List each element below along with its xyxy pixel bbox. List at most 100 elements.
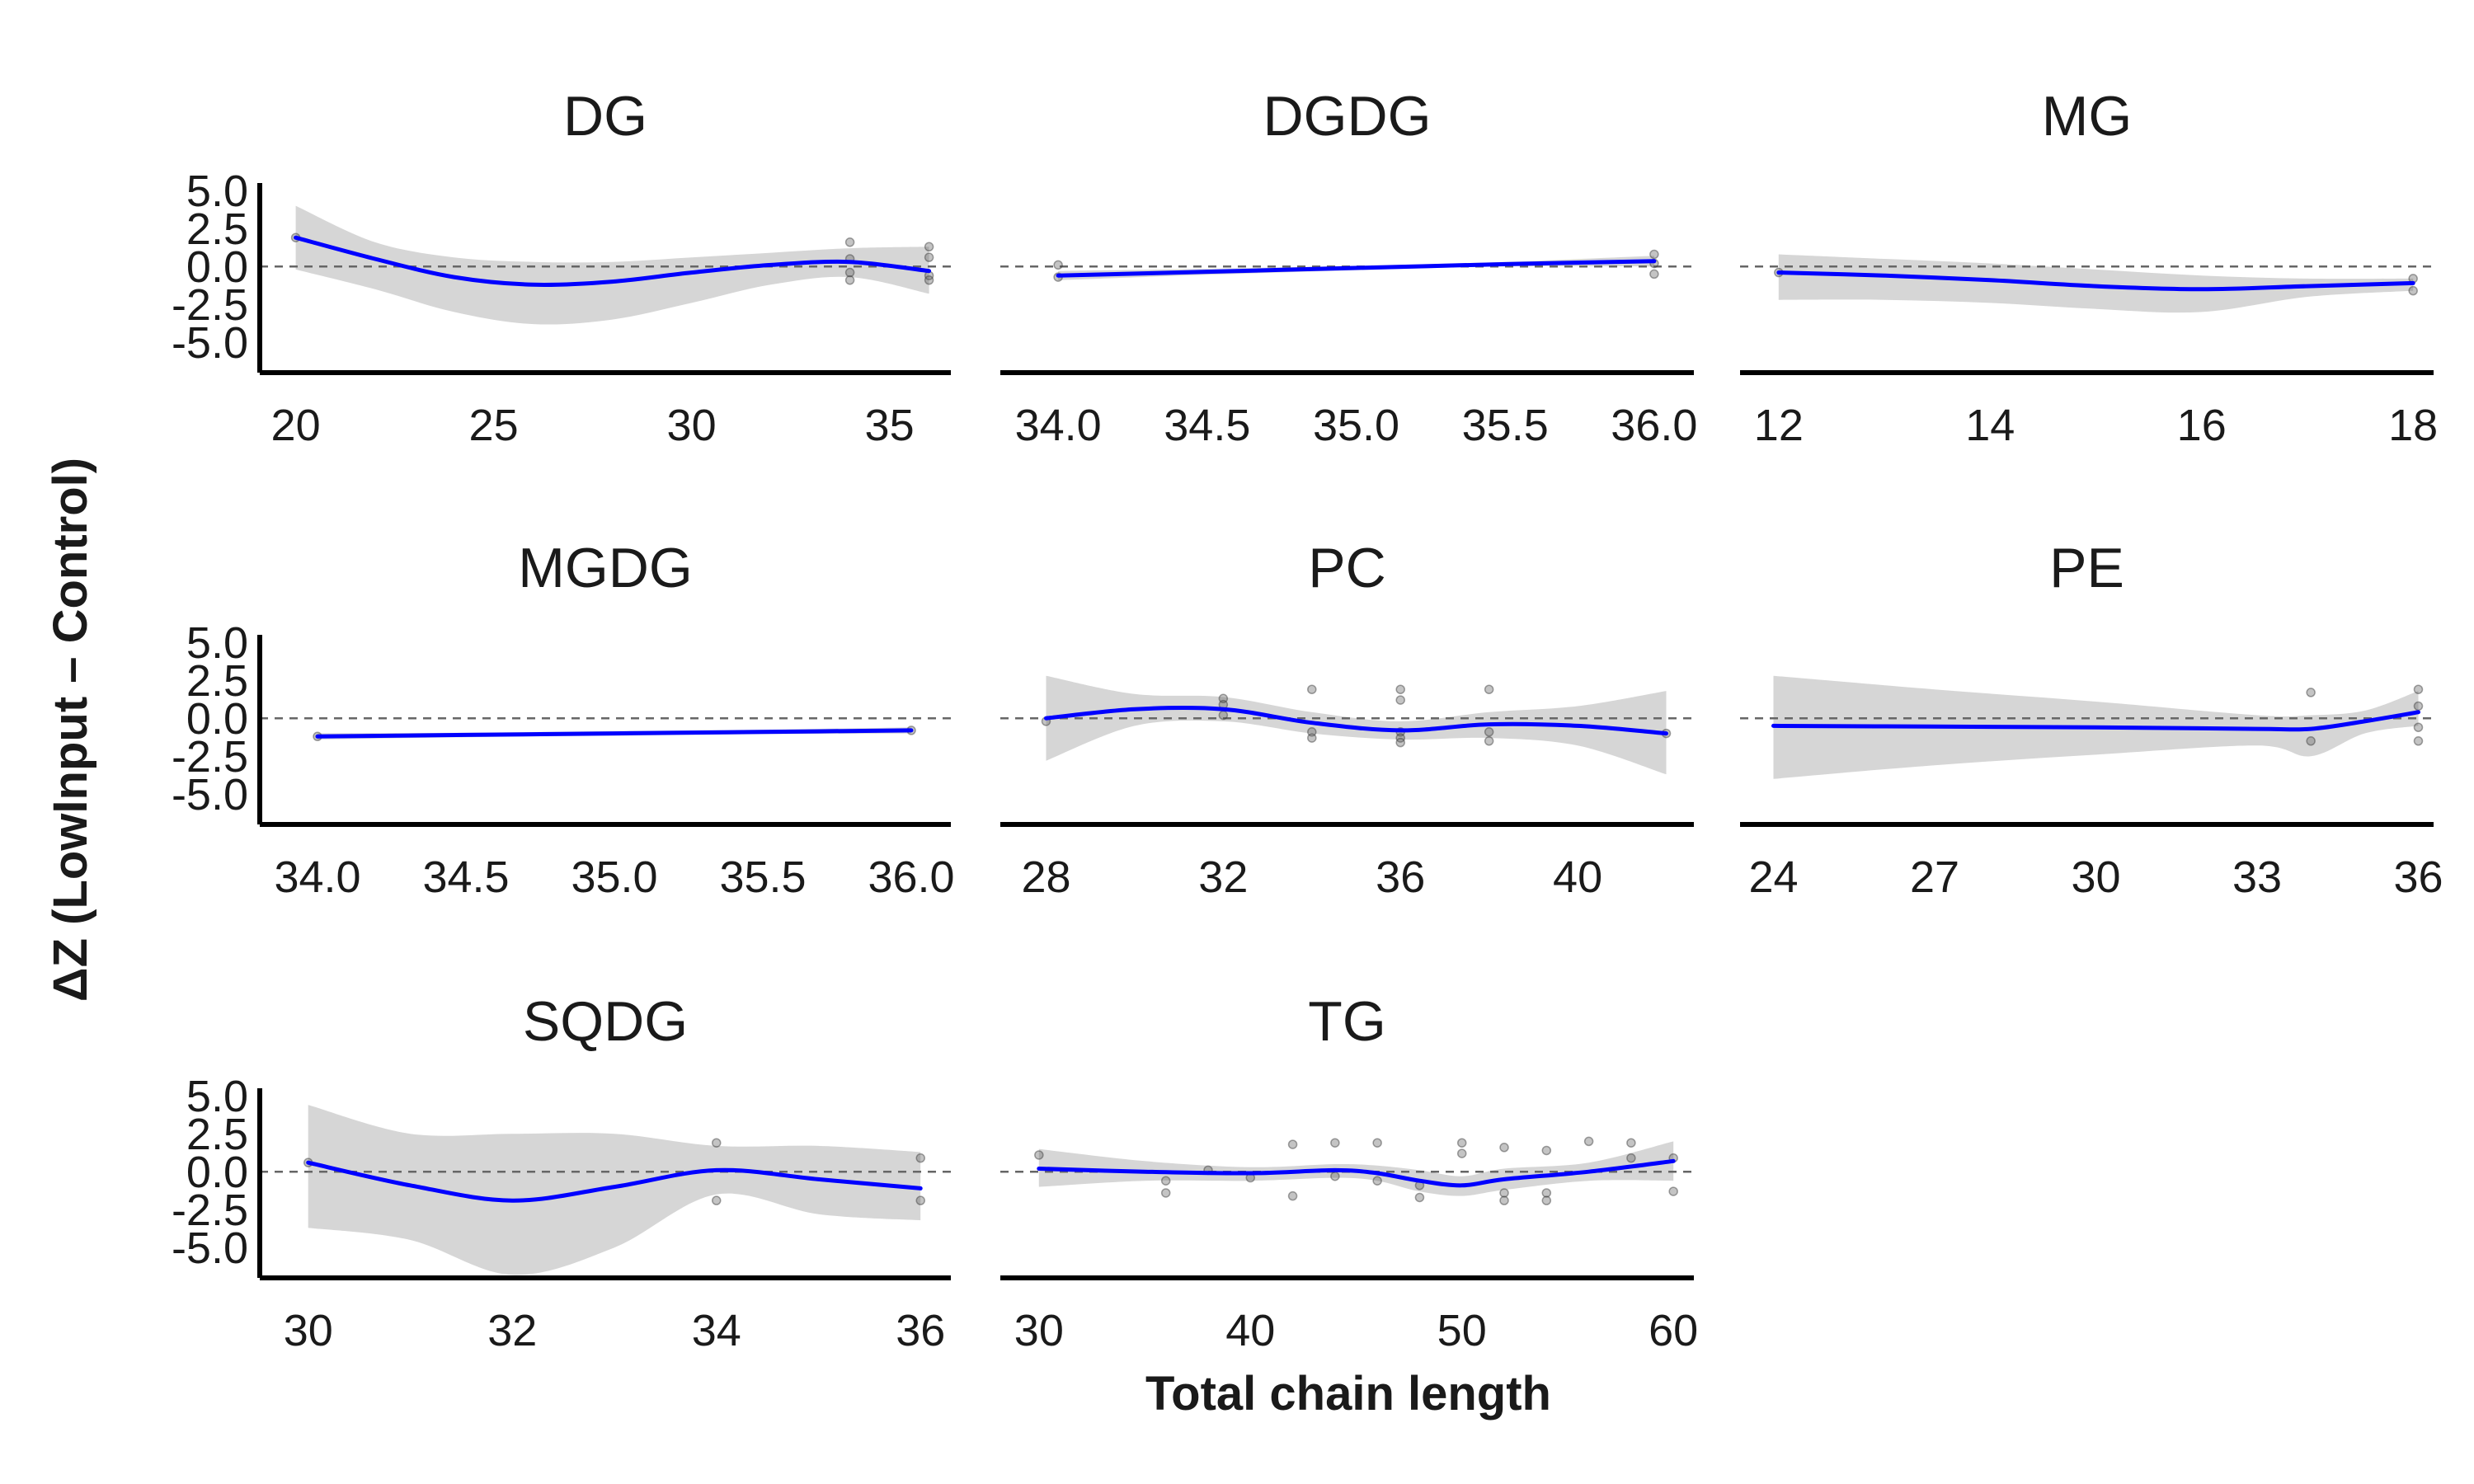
data-point — [924, 275, 934, 285]
data-point — [1372, 1138, 1382, 1148]
data-point — [1034, 1150, 1044, 1160]
x-tick-label: 30 — [284, 1306, 333, 1355]
data-point — [1218, 693, 1229, 704]
x-tick-label: 36 — [1376, 852, 1425, 902]
panel-title: MGDG — [518, 537, 693, 599]
y-tick-label: 5.0 — [186, 618, 248, 668]
data-point — [1414, 1192, 1425, 1203]
data-point — [915, 1195, 925, 1205]
smooth-line — [294, 235, 932, 288]
data-point — [1484, 684, 1494, 694]
data-point — [2306, 688, 2316, 697]
data-point — [2413, 701, 2424, 711]
panel-dgdg: DGDG 34.0 34.5 35.0 35.5 36.0 — [1000, 85, 1697, 450]
panel-title: DG — [563, 85, 647, 148]
x-tick-label: 20 — [271, 401, 321, 450]
data-point — [1395, 684, 1405, 694]
x-tick-label: 12 — [1754, 401, 1804, 450]
data-point — [1307, 727, 1317, 737]
data-point — [1307, 684, 1317, 694]
y-tick-label: 2.5 — [186, 1110, 248, 1159]
panel-mg: MG 12 14 16 18 — [1740, 85, 2438, 450]
y-tick-label: 0.0 — [186, 1148, 248, 1197]
y-tick-label: -5.0 — [172, 1223, 248, 1273]
x-tick-label: 35.5 — [1462, 401, 1549, 450]
smooth-line — [1776, 270, 2415, 292]
data-point — [2306, 736, 2316, 746]
x-tick-label: 27 — [1910, 852, 1959, 902]
y-tick-label: -5.0 — [172, 318, 248, 368]
x-tick-label: 28 — [1021, 852, 1070, 902]
x-tick-label: 50 — [1437, 1306, 1487, 1355]
x-tick-label: 16 — [2177, 401, 2227, 450]
confidence-band — [308, 1105, 921, 1275]
data-point — [1541, 1188, 1552, 1198]
y-tick-label: 0.0 — [186, 242, 248, 292]
data-point — [2413, 684, 2424, 694]
confidence-band — [295, 205, 929, 325]
y-tick-label: -2.5 — [172, 732, 248, 782]
data-point — [1395, 733, 1405, 743]
data-point — [1395, 737, 1405, 748]
x-tick-label: 36 — [896, 1306, 945, 1355]
x-axis-label: Total chain length — [1145, 1367, 1551, 1421]
x-tick-label: 14 — [1965, 401, 2015, 450]
data-point — [1160, 1188, 1171, 1198]
y-tick-label: 0.0 — [186, 694, 248, 744]
panel-sqdg: SQDG 5.02.50.0-2.5-5.0 30 32 34 36 — [172, 990, 951, 1355]
y-tick-label: 5.0 — [186, 167, 248, 216]
data-point — [1456, 1138, 1467, 1148]
data-point — [1541, 1145, 1552, 1156]
panel-title: TG — [1308, 990, 1385, 1053]
x-tick-label: 34 — [692, 1306, 741, 1355]
data-point — [924, 242, 934, 252]
data-point — [2413, 722, 2424, 732]
data-point — [1456, 1148, 1467, 1158]
panel-title: PC — [1308, 537, 1385, 599]
x-tick-label: 30 — [2071, 852, 2120, 902]
smooth-line — [1044, 705, 1668, 736]
panel-dg: DG 5.02.50.0-2.5-5.0 20 25 30 35 — [172, 85, 951, 450]
panel-pc: PC 28 32 36 40 — [1000, 537, 1694, 902]
x-tick-label: 36 — [2393, 852, 2443, 902]
x-tick-label: 35.0 — [1313, 401, 1399, 450]
data-point — [1307, 733, 1317, 743]
smooth-line — [1056, 259, 1657, 278]
smooth-line — [1037, 1158, 1676, 1188]
data-point — [1330, 1138, 1340, 1148]
data-point — [1372, 1176, 1382, 1186]
panel-title: DGDG — [1263, 85, 1432, 148]
y-axis-label: ΔZ (LowInput – Control) — [44, 458, 97, 1002]
x-tick-label: 34.0 — [274, 852, 360, 902]
confidence-band — [1046, 675, 1667, 775]
data-point — [924, 252, 934, 262]
x-tick-label: 34.5 — [1164, 401, 1250, 450]
data-point — [2413, 736, 2424, 746]
data-point — [1668, 1186, 1678, 1196]
y-tick-label: -5.0 — [172, 770, 248, 819]
data-point — [1395, 695, 1405, 705]
smooth-line — [306, 1160, 923, 1203]
panel-title: MG — [2042, 85, 2133, 148]
x-tick-label: 36.0 — [868, 852, 954, 902]
x-tick-label: 36.0 — [1611, 401, 1697, 450]
confidence-band — [1778, 254, 2414, 313]
x-tick-label: 25 — [469, 401, 519, 450]
x-tick-label: 32 — [487, 1306, 537, 1355]
y-tick-label: 2.5 — [186, 656, 248, 706]
data-point — [1484, 736, 1494, 746]
data-point — [1541, 1195, 1552, 1205]
panel-tg: TG 30 40 50 60 — [1000, 990, 1698, 1355]
data-point — [844, 237, 855, 247]
smooth-line — [315, 728, 914, 739]
data-point — [1499, 1195, 1509, 1205]
data-point — [1484, 727, 1494, 737]
data-point — [712, 1138, 722, 1148]
x-tick-label: 32 — [1198, 852, 1248, 902]
data-point — [844, 275, 855, 285]
smooth-line — [1771, 710, 2420, 732]
panel-pe: PE 24 27 30 33 36 — [1740, 537, 2443, 902]
data-point — [1053, 260, 1063, 270]
